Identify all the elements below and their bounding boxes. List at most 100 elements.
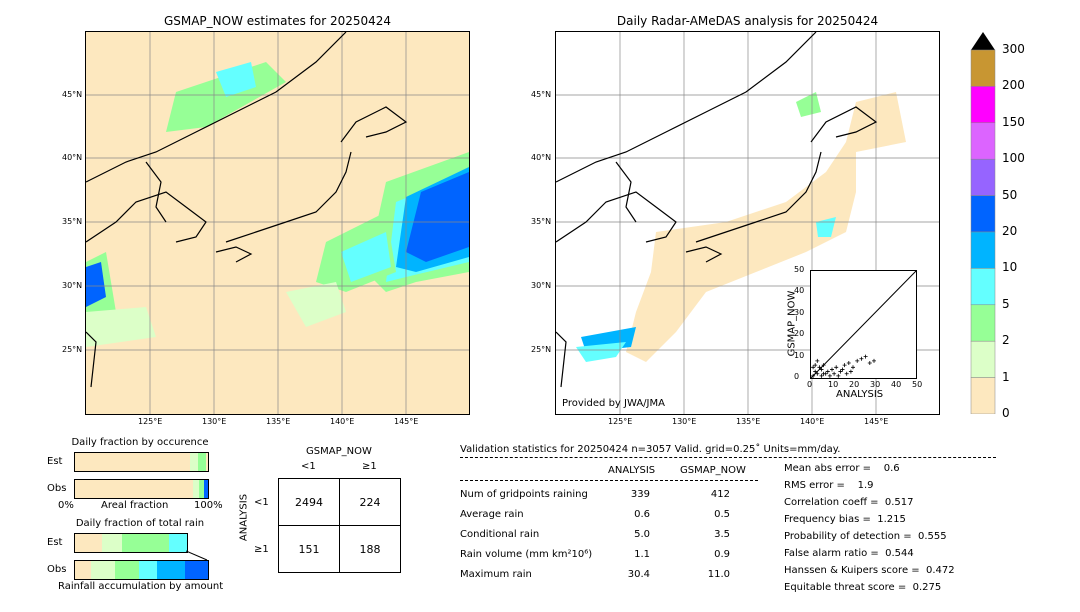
- colorbar: [970, 32, 996, 414]
- colorbar-box: [970, 340, 996, 378]
- validation-row-analysis: 5.0: [634, 529, 650, 540]
- colorbar-label: 0: [1002, 406, 1010, 420]
- validation-score: Frequency bias = 1.215: [784, 514, 906, 525]
- colorbar-label: 100: [1002, 151, 1025, 166]
- scatter-point: [815, 358, 820, 363]
- contingency-row-lt1: <1: [254, 497, 269, 508]
- colorbar-label: 200: [1002, 78, 1025, 93]
- colorbar-arrow: [971, 32, 995, 50]
- contingency-cell-10: 151: [278, 525, 340, 573]
- occurence-title: Daily fraction by occurence: [71, 437, 209, 448]
- scatter-point: [821, 363, 826, 368]
- scatter-xtick: 50: [912, 380, 923, 389]
- validation-col-gsmap: GSMAP_NOW: [680, 465, 746, 476]
- scatter-point: [872, 358, 876, 363]
- left-lon-145: 145°E: [394, 417, 419, 426]
- scatter-point: [867, 361, 872, 366]
- validation-row-label: Maximum rain: [460, 569, 532, 580]
- scatter-point: [823, 371, 828, 376]
- validation-row-label: Conditional rain: [460, 529, 540, 540]
- colorbar-box: [970, 86, 996, 124]
- totalrain-est-bar: [74, 533, 188, 553]
- colorbar-label: 2: [1002, 333, 1010, 348]
- scatter-point: [817, 365, 822, 370]
- occurence-est-bar: [74, 452, 209, 472]
- validation-row-gsmap: 0.9: [714, 549, 730, 560]
- validation-score: False alarm ratio = 0.544: [784, 548, 914, 559]
- colorbar-label: 5: [1002, 296, 1010, 311]
- scatter-point: [863, 354, 868, 359]
- scatter-point: [827, 373, 832, 378]
- left-lon-140: 140°E: [330, 417, 355, 426]
- scatter-point: [830, 367, 834, 372]
- validation-row-gsmap: 3.5: [714, 529, 730, 540]
- left-lon-135: 135°E: [266, 417, 291, 426]
- provider-credit: Provided by JWA/JMA: [562, 398, 665, 409]
- right-map-title: Daily Radar-AMeDAS analysis for 20250424: [616, 14, 879, 28]
- scatter-xtick: 30: [870, 380, 881, 389]
- validation-score: Probability of detection = 0.555: [784, 531, 947, 542]
- scatter-point: [813, 369, 818, 374]
- totalrain-title: Daily fraction of total rain: [75, 518, 205, 529]
- right-lon-145: 145°E: [864, 417, 889, 426]
- validation-row-analysis: 0.6: [634, 509, 650, 520]
- scatter-xtick: 10: [828, 380, 839, 389]
- left-map: [85, 31, 470, 415]
- validation-row-label: Num of gridpoints raining: [460, 489, 588, 500]
- right-lon-125: 125°E: [608, 417, 633, 426]
- scatter-canvas: [810, 270, 917, 379]
- validation-row-gsmap: 412: [710, 489, 730, 500]
- left-lat-40: 40°N: [62, 153, 83, 162]
- scatter-ytick: 20: [794, 329, 805, 339]
- validation-divider-2: [460, 480, 758, 481]
- contingency-cell-01: 224: [339, 478, 401, 526]
- right-lat-35: 35°N: [531, 217, 552, 226]
- occurence-obs-label: Obs: [47, 483, 67, 494]
- right-map-canvas: [556, 32, 939, 414]
- occurence-x-left: 0%: [58, 500, 74, 511]
- validation-header: Validation statistics for 20250424 n=305…: [460, 444, 841, 455]
- scatter-point: [825, 369, 830, 374]
- scatter-ylabel: GSMAP_NOW: [786, 290, 798, 357]
- colorbar-box: [970, 304, 996, 342]
- scatter-point: [838, 369, 843, 374]
- scatter-point: [859, 356, 864, 361]
- left-lon-130: 130°E: [202, 417, 227, 426]
- scatter-diagonal: [810, 270, 917, 379]
- scatter-plot: [810, 270, 917, 379]
- scatter-point: [842, 363, 847, 368]
- scatter-ytick: 30: [794, 307, 805, 317]
- totalrain-xlabel: Rainfall accumulation by amount: [58, 581, 224, 592]
- colorbar-label: 300: [1002, 42, 1025, 56]
- left-lat-35: 35°N: [62, 217, 83, 226]
- right-lon-135: 135°E: [736, 417, 761, 426]
- colorbar-box: [970, 268, 996, 306]
- right-lat-40: 40°N: [531, 153, 552, 162]
- scatter-xlabel: ANALYSIS: [836, 389, 884, 400]
- totalrain-est-label: Est: [47, 537, 63, 548]
- scatter-xtick: 0: [807, 380, 813, 389]
- colorbar-label: 50: [1002, 187, 1018, 202]
- totalrain-connector: [186, 550, 208, 561]
- scatter-point: [819, 373, 824, 378]
- right-lat-30: 30°N: [531, 281, 552, 290]
- validation-row-label: Rain volume (mm km²10⁶): [460, 549, 593, 560]
- right-lon-130: 130°E: [672, 417, 697, 426]
- colorbar-label: 20: [1002, 224, 1018, 238]
- scatter-point: [846, 361, 851, 366]
- contingency-cell-11: 188: [339, 525, 401, 573]
- validation-score: Equitable threat score = 0.275: [784, 582, 942, 593]
- colorbar-label: 150: [1002, 114, 1025, 129]
- validation-row-analysis: 339: [630, 489, 650, 500]
- right-lat-25: 25°N: [531, 345, 552, 354]
- scatter-ytick: 40: [794, 286, 805, 296]
- right-lat-45: 45°N: [531, 90, 552, 99]
- right-lon-140: 140°E: [800, 417, 825, 426]
- scatter-point: [855, 358, 860, 363]
- scatter-ytick: 50: [794, 265, 805, 274]
- scatter-point: [815, 371, 820, 376]
- scatter-point: [836, 373, 841, 378]
- scatter-point: [844, 371, 849, 376]
- colorbar-label: 10: [1002, 260, 1018, 275]
- contingency-row-header: ANALYSIS: [238, 493, 250, 542]
